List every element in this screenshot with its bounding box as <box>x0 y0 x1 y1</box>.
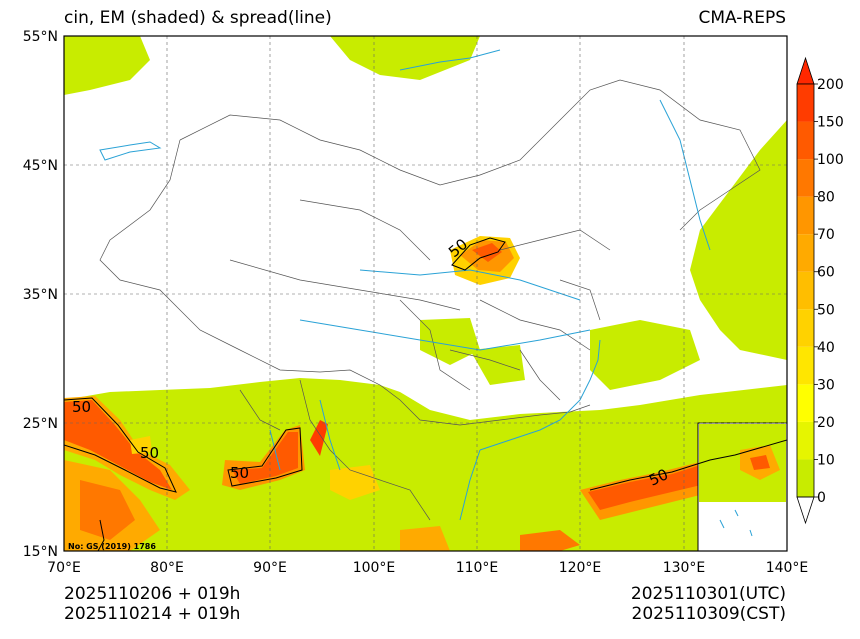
lat-label: 45°N <box>23 158 58 174</box>
colorbar-label: 40 <box>817 340 835 356</box>
colorbar-frame <box>796 83 815 498</box>
central-cin-patch <box>470 345 525 385</box>
colorbar-label: 20 <box>817 415 835 431</box>
lon-label: 110°E <box>456 560 499 576</box>
lon-label: 130°E <box>663 560 706 576</box>
india-cin-patch <box>130 436 152 454</box>
india-south-cin-core <box>80 480 135 540</box>
contour-label: 50 <box>72 398 91 416</box>
colorbar-swatch <box>797 121 814 160</box>
colorbar-swatch <box>797 196 814 235</box>
south-china-sea-inset <box>697 422 788 552</box>
graticule <box>64 36 787 551</box>
rivers <box>99 49 711 521</box>
lon-label: 70°E <box>47 560 81 576</box>
lon-label: 80°E <box>150 560 184 576</box>
colorbar-swatch <box>797 84 814 122</box>
colorbar-extend-min <box>796 496 815 525</box>
colorbar-swatch <box>797 459 814 497</box>
lat-label: 25°N <box>23 416 58 432</box>
lon-label: 120°E <box>559 560 602 576</box>
colorbar-swatch <box>797 234 814 272</box>
colorbar-label: 80 <box>817 190 835 206</box>
colorbar-swatch <box>797 384 814 422</box>
lon-label: 140°E <box>766 560 809 576</box>
shaded-fields <box>64 36 787 551</box>
south-sea-cin-patch <box>520 530 580 551</box>
colorbar-label: 70 <box>817 227 835 243</box>
colorbar-label: 200 <box>817 77 844 93</box>
colorbar-extend-max <box>796 56 815 85</box>
colorbar-label: 30 <box>817 377 835 393</box>
north-china-cin-peak <box>472 243 502 262</box>
colorbar-label: 50 <box>817 302 835 318</box>
colorbar-swatch <box>797 309 814 347</box>
valid-time-cst: 2025110309(CST) <box>631 604 786 624</box>
colorbar-label: 0 <box>817 490 826 506</box>
valid-time-block: 2025110301(UTC) 2025110309(CST) <box>631 584 786 624</box>
contour-label: 50 <box>140 444 159 462</box>
sichuan-cin-patch <box>420 318 480 365</box>
colorbar-swatch <box>797 346 814 385</box>
boundaries <box>99 79 761 521</box>
india-cin-core <box>64 400 172 490</box>
malaysia-cin-patch <box>400 526 450 551</box>
east-sea-cin-field <box>590 320 700 390</box>
colorbar-label: 100 <box>817 152 844 168</box>
map-frame <box>63 35 788 552</box>
colorbar-swatch <box>797 421 814 460</box>
myanmar-cin-core <box>310 420 328 456</box>
lon-label: 90°E <box>253 560 287 576</box>
bangladesh-cin-core <box>232 432 298 484</box>
lat-label: 55°N <box>23 29 58 45</box>
north-cin-patch <box>330 36 480 80</box>
valid-time-utc: 2025110301(UTC) <box>630 584 786 604</box>
init-time-block: 2025110206 + 019h 2025110214 + 019h <box>64 584 240 624</box>
lon-label: 100°E <box>353 560 396 576</box>
map-notice: No: GS (2019) 1786 <box>68 542 156 551</box>
spread-contours <box>64 237 787 551</box>
init-time-cst: 2025110214 + 019h <box>64 604 241 624</box>
small-cin-patch <box>100 58 130 82</box>
init-time-utc: 2025110206 + 019h <box>64 584 241 604</box>
contour-label: 50 <box>230 464 249 482</box>
northeast-cin-field <box>690 120 787 360</box>
colorbar: 0 10 20 30 40 50 60 70 80 100 150 200 <box>796 56 844 525</box>
colorbar-swatch <box>797 159 814 197</box>
colorbar-label: 10 <box>817 452 835 468</box>
colorbar-swatch <box>797 271 814 310</box>
indochina-cin-patch <box>330 465 380 500</box>
lat-label: 15°N <box>23 544 58 560</box>
colorbar-label: 60 <box>817 265 835 281</box>
lat-label: 35°N <box>23 287 58 303</box>
chart-title: cin, EM (shaded) & spread(line) <box>64 8 332 28</box>
source-label: CMA-REPS <box>698 8 786 28</box>
colorbar-label: 150 <box>817 115 844 131</box>
